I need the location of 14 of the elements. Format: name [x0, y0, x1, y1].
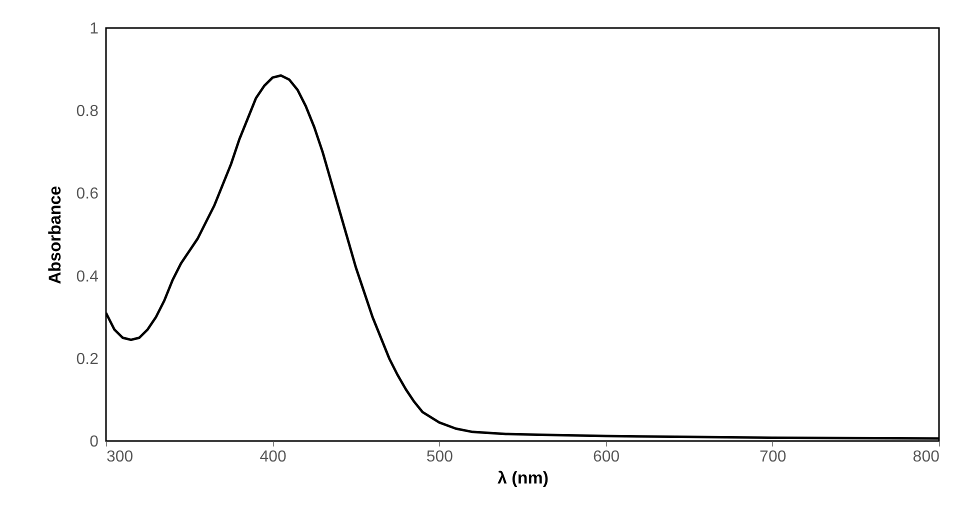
y-axis-title: Absorbance — [45, 186, 64, 284]
x-tick-label: 400 — [260, 448, 287, 466]
x-axis-title: λ (nm) — [498, 468, 548, 488]
y-tick-label: 1 — [90, 20, 99, 38]
x-tick-label: 700 — [760, 448, 786, 466]
y-tick-label: 0.8 — [76, 103, 99, 120]
x-tick-label: 300 — [106, 448, 134, 466]
x-tick-label: 800 — [912, 448, 940, 466]
x-tick-label: 500 — [426, 448, 454, 466]
y-tick-label: 0.6 — [76, 186, 99, 203]
y-tick-label: 0.2 — [76, 350, 99, 368]
y-tick-label: 0 — [90, 434, 99, 450]
x-tick-label: 600 — [592, 448, 620, 466]
y-tick-label: 0.4 — [76, 268, 99, 286]
